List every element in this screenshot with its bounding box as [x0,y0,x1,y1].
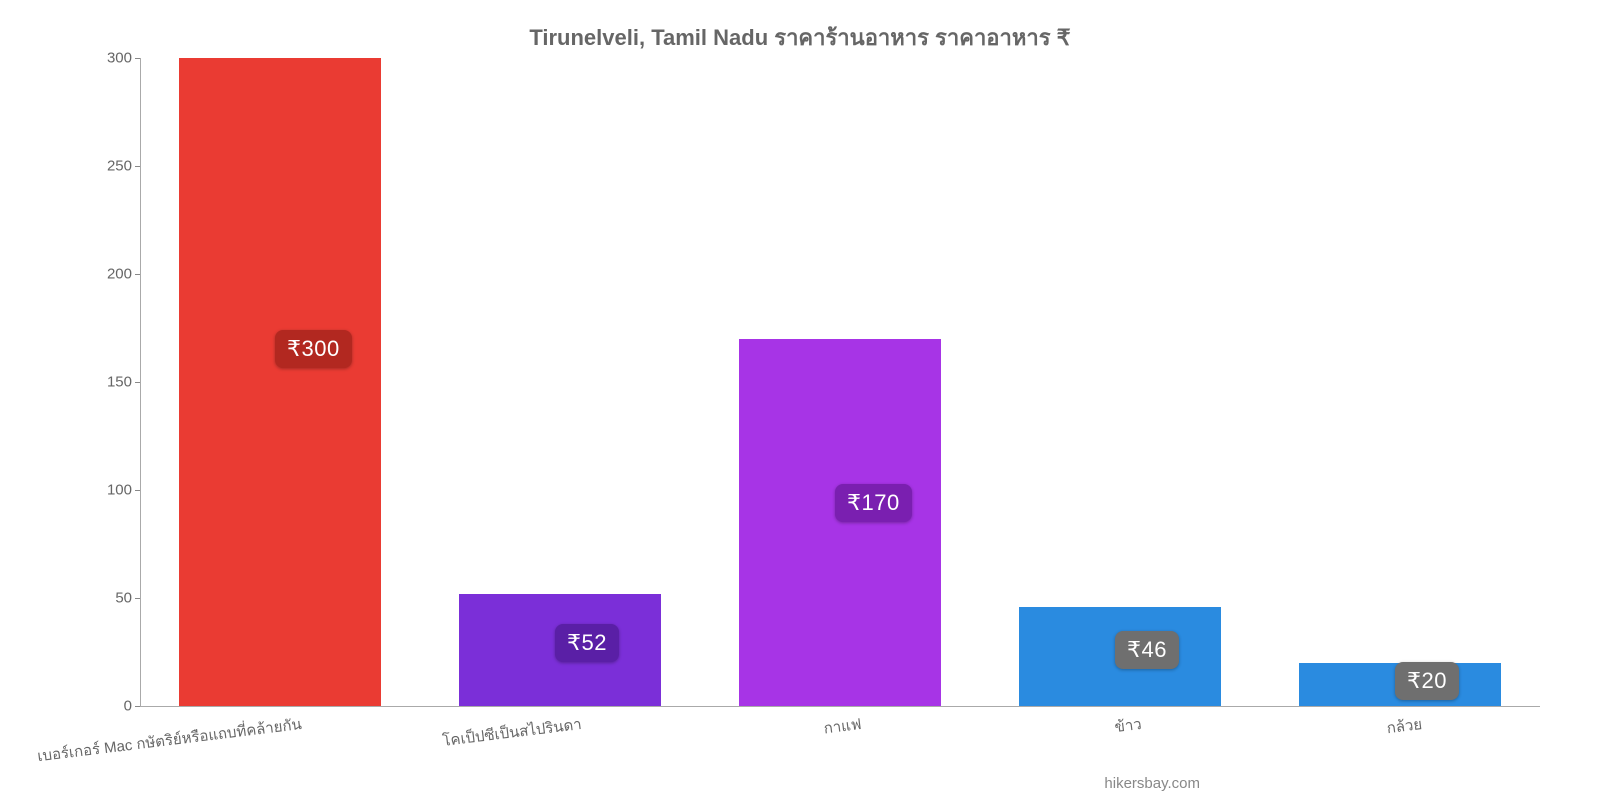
chart-title: Tirunelveli, Tamil Nadu ราคาร้านอาหาร รา… [0,20,1600,55]
y-tick-label: 100 [107,482,132,499]
y-tick-label: 250 [107,158,132,175]
x-tick-label: โคเป็ปซีเป็นสไปรินดา [441,712,583,753]
value-badge: ₹300 [275,330,352,368]
value-badge: ₹170 [835,484,912,522]
x-axis-line [140,706,1540,707]
x-tick-label: กล้วย [1385,712,1423,740]
y-tick [135,706,140,707]
bar [179,58,381,706]
plot-area: ₹300 ₹52 ₹170 ₹46 ₹20 [140,58,1540,706]
value-badge: ₹46 [1115,631,1179,669]
y-tick-label: 150 [107,374,132,391]
y-tick-label: 300 [107,50,132,67]
x-tick-label: กาแฟ [822,712,862,740]
y-tick-label: 50 [115,590,132,607]
chart-container: Tirunelveli, Tamil Nadu ราคาร้านอาหาร รา… [0,0,1600,800]
x-tick-label: ข้าว [1113,712,1143,739]
value-badge: ₹20 [1395,662,1459,700]
bar [739,339,941,706]
attribution-text: hikersbay.com [1104,775,1200,792]
y-tick-label: 0 [124,698,132,715]
y-tick-label: 200 [107,266,132,283]
value-badge: ₹52 [555,624,619,662]
x-tick-label: เบอร์เกอร์ Mac กษัตริย์หรือแถบที่คล้ายกั… [36,712,303,768]
